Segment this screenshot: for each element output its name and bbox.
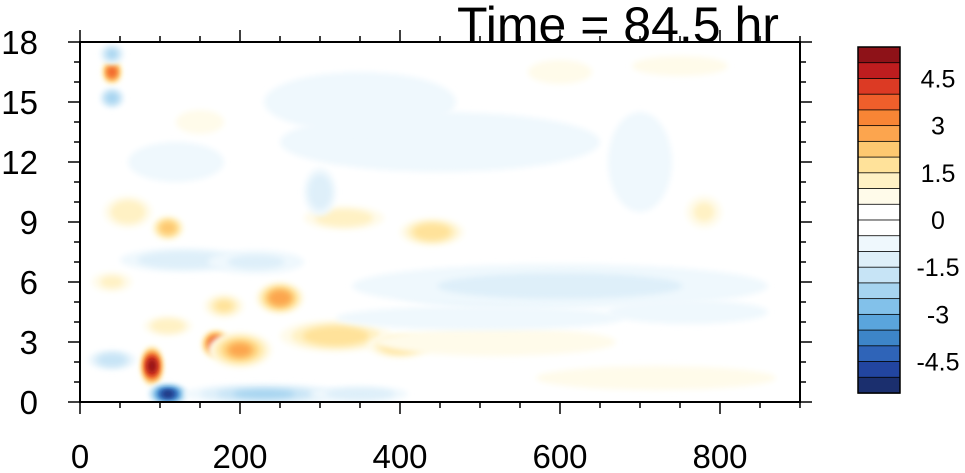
colorbar bbox=[857, 46, 901, 394]
contour-blob-22-level-1 bbox=[325, 388, 395, 400]
contour-blob-30-level-3 bbox=[105, 92, 119, 104]
contour-blob-12-level-2 bbox=[413, 223, 451, 241]
y-tick-label: 15 bbox=[1, 84, 38, 121]
x-tick-label: 400 bbox=[372, 438, 427, 473]
colorbar-swatch bbox=[857, 235, 901, 253]
colorbar-swatch bbox=[857, 125, 901, 143]
contour-blob-8-level-0 bbox=[536, 366, 776, 390]
contour-blob-20-level-9 bbox=[162, 391, 174, 397]
colorbar-swatch bbox=[857, 109, 901, 127]
contour-blob-25-level-1 bbox=[437, 273, 683, 299]
colorbar-swatch bbox=[857, 140, 901, 158]
colorbar-swatch bbox=[857, 172, 901, 190]
colorbar-swatch bbox=[857, 219, 901, 237]
contour-blob-4-level-2 bbox=[214, 300, 234, 312]
y-tick-label: 18 bbox=[1, 24, 38, 61]
colorbar-tick-label: 4.5 bbox=[921, 65, 956, 93]
contour-blob-19-level-0 bbox=[528, 60, 592, 84]
contour-blob-15-level-0 bbox=[176, 110, 224, 134]
contour-blob-26-level-0 bbox=[336, 306, 624, 330]
colorbar-swatch bbox=[857, 188, 901, 205]
colorbar-tick-label: -1.5 bbox=[916, 254, 959, 282]
contour-blob-27-level-1 bbox=[137, 251, 231, 269]
contour-blob-5-level-2 bbox=[302, 326, 370, 346]
contour-blob-2-level-4 bbox=[228, 343, 252, 357]
contour-blob-3-level-4 bbox=[269, 290, 291, 306]
x-tick-label: 200 bbox=[212, 438, 267, 473]
y-tick-label: 9 bbox=[20, 204, 38, 241]
colorbar-swatch bbox=[857, 345, 901, 363]
contour-blob-31-level-3 bbox=[107, 50, 117, 58]
colorbar-tick-label: -3 bbox=[927, 301, 949, 329]
colorbar-swatch bbox=[857, 78, 901, 95]
colorbar-swatch bbox=[857, 93, 901, 111]
x-axis-ticks bbox=[79, 30, 801, 414]
colorbar-swatch bbox=[857, 329, 901, 347]
colorbar-tick-label: 1.5 bbox=[921, 160, 956, 188]
x-axis-tick-labels: 0 200 400 600 800 bbox=[71, 438, 748, 473]
chart-title: Time = 84.5 hr bbox=[457, 0, 779, 53]
contour-blob-13-level-1 bbox=[693, 202, 715, 222]
contour-blob-18-level-0 bbox=[632, 56, 728, 76]
colorbar-swatch bbox=[857, 203, 901, 221]
colorbar-swatch bbox=[857, 251, 901, 268]
colorbar-tick-label: 3 bbox=[931, 113, 945, 141]
colorbar-tick-label: -4.5 bbox=[916, 349, 959, 377]
y-tick-label: 0 bbox=[20, 384, 38, 421]
contour-blob-23-level-2 bbox=[97, 354, 127, 366]
y-axis-ticks bbox=[68, 41, 812, 403]
colorbar-swatch bbox=[857, 313, 901, 331]
contour-blob-16-level-1 bbox=[100, 276, 124, 288]
contour-blob-11-level-1 bbox=[314, 209, 374, 227]
y-axis-tick-labels: 0 3 6 9 12 15 18 bbox=[1, 24, 38, 421]
colorbar-frame bbox=[857, 46, 901, 394]
contour-blob-14-level-6 bbox=[108, 67, 116, 77]
contour-blob-29-level-1 bbox=[308, 174, 332, 210]
colorbar-swatch bbox=[857, 298, 901, 316]
y-tick-label: 3 bbox=[20, 324, 38, 361]
x-tick-label: 800 bbox=[692, 438, 747, 473]
contour-blob-17-level-1 bbox=[150, 318, 186, 334]
colorbar-swatch bbox=[857, 361, 901, 378]
contour-blob-0-level-9 bbox=[148, 359, 156, 373]
contour-blob-7-level-0 bbox=[376, 328, 616, 356]
colorbar-swatch bbox=[857, 156, 901, 174]
contour-blob-34-level-0 bbox=[128, 142, 224, 182]
x-tick-label: 600 bbox=[532, 438, 587, 473]
contour-blob-28-level-1 bbox=[227, 254, 285, 270]
colorbar-swatch bbox=[857, 376, 901, 394]
x-tick-label: 0 bbox=[71, 438, 89, 473]
contour-blob-9-level-3 bbox=[159, 221, 177, 235]
contour-blob-21-level-3 bbox=[233, 390, 295, 398]
y-tick-label: 6 bbox=[20, 264, 38, 301]
contour-blob-36-level-0 bbox=[608, 300, 768, 324]
contour-blob-33-level-0 bbox=[264, 72, 456, 132]
contour-blob-35-level-0 bbox=[608, 112, 672, 212]
colorbar-swatch bbox=[857, 266, 901, 284]
colorbar-swatch bbox=[857, 46, 901, 64]
contour-blob-10-level-1 bbox=[110, 200, 146, 224]
colorbar-swatch bbox=[857, 282, 901, 300]
colorbar-swatch bbox=[857, 62, 901, 80]
y-tick-label: 12 bbox=[1, 144, 38, 181]
colorbar-labels: 4.5 3 1.5 0 -1.5 -3 -4.5 bbox=[916, 65, 959, 376]
colorbar-tick-label: 0 bbox=[931, 207, 945, 235]
contour-field bbox=[88, 44, 776, 402]
